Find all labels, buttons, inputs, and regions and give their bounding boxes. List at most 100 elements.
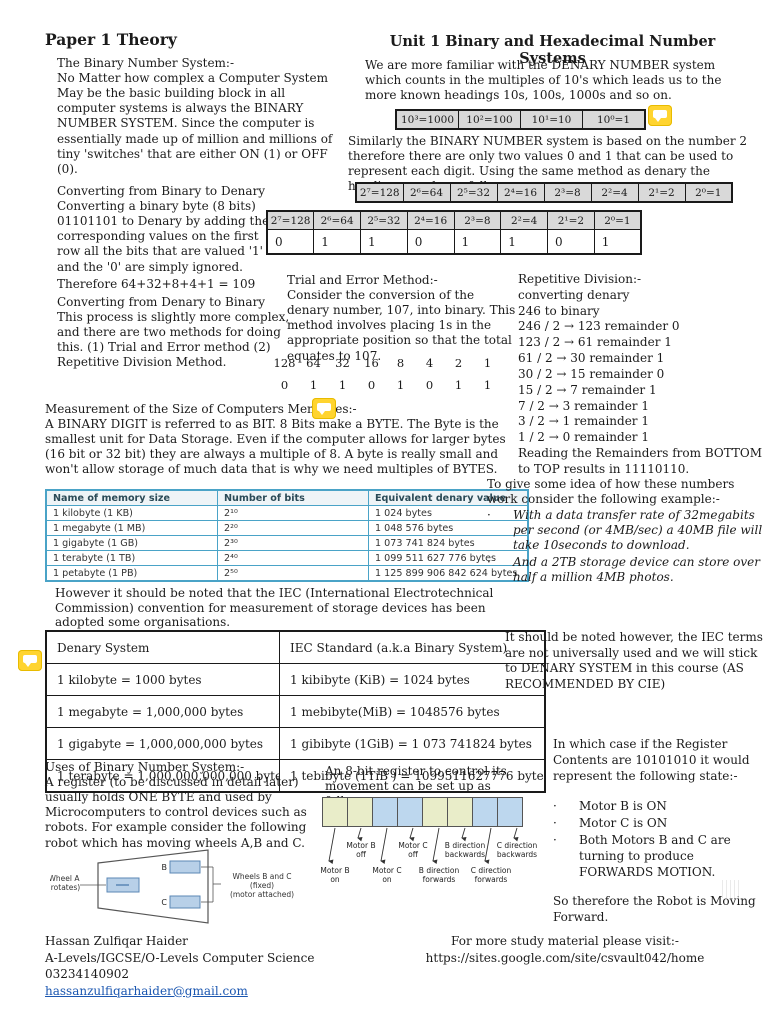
wheel-a-label: (rotates) [50, 883, 80, 892]
comment-icon[interactable] [18, 650, 42, 671]
register-label-line: on [330, 875, 340, 884]
bit-cell: 1 [313, 229, 361, 255]
bit-value: 1 [396, 378, 405, 392]
table-row: 1 gigabyte (1 GB) 2³⁰ 1 073 741 824 byte… [45, 535, 529, 551]
comment-icon[interactable] [312, 398, 336, 419]
memory-size-table: Name of memory size Number of bits Equiv… [45, 489, 529, 582]
binary-heading-cell: 2⁴=16 [406, 210, 455, 230]
den-to-bin-body: This process is slightly more complex, a… [57, 310, 290, 370]
table-header-row: Name of memory size Number of bits Equiv… [45, 489, 529, 506]
register-label-line: Motor C [372, 866, 402, 875]
register-bit-cell [322, 797, 348, 827]
memory-name: 1 megabyte (1 MB) [45, 520, 218, 536]
state-bullet: Motor C is ON [579, 815, 668, 830]
arrow [513, 827, 519, 842]
register-label: Motor C off [387, 841, 439, 859]
division-step: 15 / 2 → 7 remainder 1 [518, 382, 657, 397]
section-uses: Uses of Binary Number System:- A registe… [45, 760, 325, 851]
wheels-bc-label: (fixed) [250, 881, 274, 890]
memory-name: 1 petabyte (1 PB) [45, 565, 218, 582]
section-example-note: To give some idea of how these numbers w… [487, 477, 765, 585]
comment-icon[interactable] [648, 105, 672, 126]
measurement-body: A BINARY DIGIT is referred to as BIT. 8 … [45, 417, 506, 477]
memory-bits: 2⁵⁰ [217, 565, 369, 582]
bullet-marker [553, 799, 579, 815]
register-label-line: C direction [496, 841, 538, 850]
register-label-line: backwards [496, 850, 538, 859]
bit-cell: 1 [453, 229, 502, 255]
unit-title: Unit 1 Binary and Hexadecimal Number Sys… [389, 33, 716, 67]
uses-heading: Uses of Binary Number System:- [45, 760, 245, 774]
arrow [357, 827, 363, 842]
repetitive-division-sub: 246 to binary [518, 303, 600, 318]
trial-place-values-row: 128 64 32 16 8 4 2 1 [270, 356, 506, 370]
section-trial-error: Trial and Error Method:- Consider the co… [287, 273, 517, 364]
bit-cell: 1 [593, 229, 642, 255]
arrow [380, 827, 388, 864]
author-email-link[interactable]: hassanzulfiqarhaider@gmail.com [45, 983, 248, 998]
wheel-b-tag: B [162, 863, 168, 872]
division-step: 246 / 2 → 123 remainder 0 [518, 319, 680, 334]
register-label: Motor B off [335, 841, 387, 859]
table-row: 2⁷=128 2⁶=64 2⁵=32 2⁴=16 2³=8 2²=4 2¹=2 … [355, 182, 733, 203]
place-value: 2 [454, 356, 463, 370]
footer-visit-block: For more study material please visit:- h… [385, 933, 745, 966]
register-bit-cell [497, 797, 523, 827]
register-bit-cell [397, 797, 423, 827]
memory-bits: 2¹⁰ [217, 505, 369, 521]
place-value: 8 [396, 356, 405, 370]
table-row: 1 megabyte = 1,000,000 bytes 1 mebibyte(… [45, 695, 546, 728]
binary-heading-cell: 2⁵=32 [360, 210, 408, 230]
table-row: 0 1 1 0 1 1 0 1 [266, 229, 642, 255]
footer-author-block: Hassan Zulfiqar Haider A-Levels/IGCSE/O-… [45, 933, 345, 999]
column-header: IEC Standard (a.k.a Binary System) [279, 630, 546, 664]
memory-name: 1 gigabyte (1 GB) [45, 535, 218, 551]
register-bit-cell [372, 797, 398, 827]
arrow [432, 827, 440, 864]
place-value: 32 [335, 356, 350, 370]
denary-heading-cell: 10³=1000 [395, 109, 459, 130]
iec-cell: 1 gibibyte (1GiB) = 1 073 741824 bytes [279, 727, 546, 760]
repetitive-division-conclusion: Reading the Remainders from BOTTOM to TO… [518, 446, 763, 476]
bin-to-den-body: Converting a binary byte (8 bits) 011011… [57, 199, 270, 274]
binary-heading-cell: 2³=8 [453, 210, 502, 230]
division-step: 3 / 2 → 1 remainder 1 [518, 414, 649, 429]
bit-cell: 1 [360, 229, 408, 255]
binary-headings-table: 2⁷=128 2⁶=64 2⁵=32 2⁴=16 2³=8 2²=4 2¹=2 … [355, 182, 733, 203]
register-arrows [328, 827, 519, 864]
binary-heading-cell: 2⁵=32 [449, 182, 498, 203]
memory-name: 1 kilobyte (1 KB) [45, 505, 218, 521]
section-repetitive-division: Repetitive Division:- converting denary … [518, 272, 764, 478]
binary-heading-cell: 2²=4 [590, 182, 639, 203]
register-bit-cell [347, 797, 373, 827]
page-title: Paper 1 Theory [45, 30, 177, 49]
bit-cell: 0 [406, 229, 455, 255]
binary-heading-cell: 2¹=2 [547, 210, 595, 230]
register-bit-cell [447, 797, 473, 827]
example-heading: To give some idea of how these numbers w… [487, 477, 735, 507]
section-binary-system: The Binary Number System:- No Matter how… [57, 56, 342, 177]
division-step: 30 / 2 → 15 remainder 0 [518, 366, 665, 381]
iec-cell: 1 kibibyte (KiB) = 1024 bytes [279, 663, 546, 696]
bit-value: 0 [367, 378, 376, 392]
register-label-line: Motor C [398, 841, 428, 850]
trial-error-heading: Trial and Error Method:- [287, 273, 438, 287]
register-cells [322, 797, 523, 827]
register-bit-cell [422, 797, 448, 827]
uses-body: A register (to be discussed in detail la… [45, 775, 307, 850]
list-item: And a 2TB storage device can store over … [487, 555, 765, 585]
binary-heading-cell: 2⁶=64 [313, 210, 361, 230]
register-label: Motor B on [309, 866, 361, 884]
register-label-line: off [408, 850, 418, 859]
bit-value: 1 [483, 378, 492, 392]
visit-url[interactable]: https://sites.google.com/site/csvault042… [425, 950, 705, 965]
section-bin-to-den: Converting from Binary to Denary Convert… [57, 184, 271, 292]
table-row: 1 megabyte (1 MB) 2²⁰ 1 048 576 bytes [45, 520, 529, 536]
register-label-line: on [382, 875, 392, 884]
state-heading: In which case if the Register Contents a… [553, 737, 750, 783]
memory-bits: 2⁴⁰ [217, 550, 369, 566]
byte-example-table: 2⁷=128 2⁶=64 2⁵=32 2⁴=16 2³=8 2²=4 2¹=2 … [266, 210, 642, 255]
iec-note: It should be noted however, the IEC term… [505, 630, 763, 691]
denary-heading-cell: 10²=100 [458, 109, 521, 130]
